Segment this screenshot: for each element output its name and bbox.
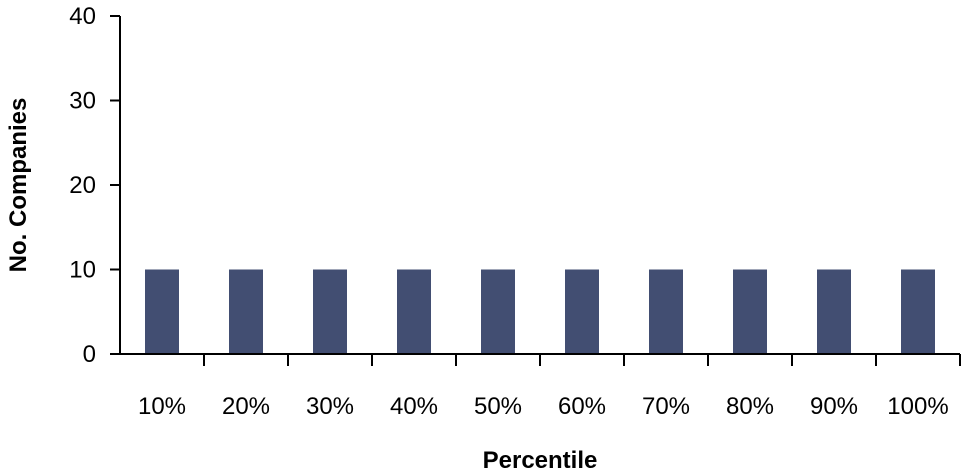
y-tick-label: 10: [69, 257, 96, 284]
x-ticks-group: 10% 20% 30% 40% 50% 60% 70% 80% 90% 100%: [138, 354, 961, 420]
x-tick-label: 70%: [642, 393, 690, 420]
bar: [733, 269, 767, 354]
y-tick-label: 0: [83, 341, 96, 368]
x-tick-label: 40%: [390, 393, 438, 420]
bars-group: [145, 269, 935, 354]
bar: [397, 269, 431, 354]
y-tick-label: 20: [69, 172, 96, 199]
x-tick-label: 90%: [810, 393, 858, 420]
bar: [229, 269, 263, 354]
y-axis-title: No. Companies: [5, 98, 32, 273]
bar: [145, 269, 179, 354]
x-tick-label: 30%: [306, 393, 354, 420]
bar: [901, 269, 935, 354]
y-tick-label: 30: [69, 88, 96, 115]
bar: [649, 269, 683, 354]
x-tick-label: 100%: [887, 393, 948, 420]
x-tick-label: 20%: [222, 393, 270, 420]
bar: [481, 269, 515, 354]
x-axis-title: Percentile: [483, 447, 598, 474]
x-tick-label: 50%: [474, 393, 522, 420]
x-tick-label: 10%: [138, 393, 186, 420]
y-ticks-group: 0 10 20 30 40: [69, 3, 120, 368]
x-tick-label: 80%: [726, 393, 774, 420]
x-tick-label: 60%: [558, 393, 606, 420]
bar: [817, 269, 851, 354]
bar: [313, 269, 347, 354]
y-tick-label: 40: [69, 3, 96, 30]
bar: [565, 269, 599, 354]
